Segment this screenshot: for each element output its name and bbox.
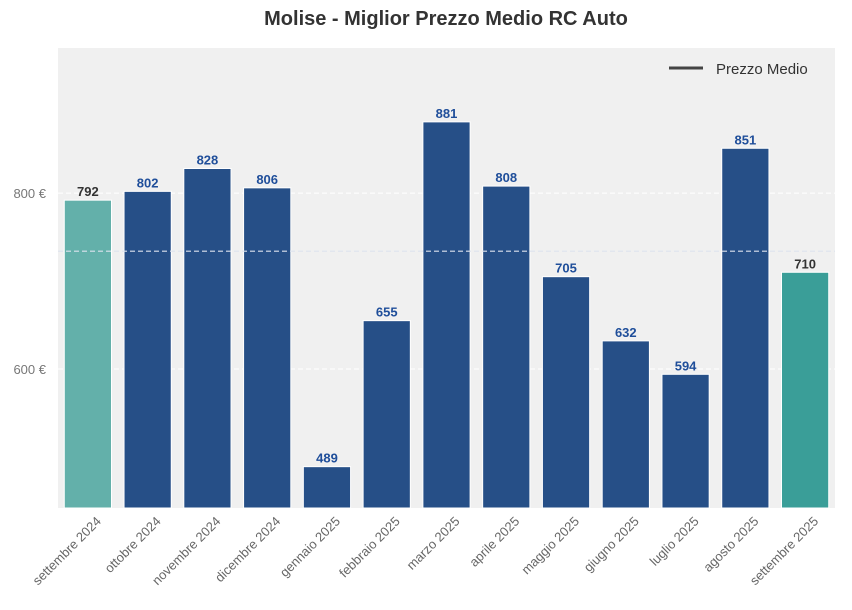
bar-value-label: 828 (197, 152, 219, 167)
x-tick-label: marzo 2025 (403, 514, 462, 573)
bar (422, 121, 471, 509)
bar-value-label: 881 (436, 106, 458, 121)
bar (482, 185, 531, 509)
x-tick-label: agosto 2025 (700, 514, 761, 575)
x-tick-label: luglio 2025 (647, 514, 702, 569)
x-tick-label: ottobre 2024 (102, 514, 164, 576)
bar-value-label: 710 (794, 256, 816, 271)
bar (661, 373, 710, 509)
bar-value-label: 632 (615, 325, 637, 340)
bar (541, 276, 591, 509)
bar-value-label: 594 (675, 358, 697, 373)
bar (63, 199, 112, 509)
bar (781, 271, 830, 509)
y-tick-label: 800 € (13, 186, 46, 201)
bar-value-label: 705 (555, 261, 577, 276)
bar-value-label: 808 (495, 170, 517, 185)
bar (721, 147, 770, 509)
bar-value-label: 851 (734, 132, 756, 147)
y-tick-label: 600 € (13, 362, 46, 377)
chart-title: Molise - Miglior Prezzo Medio RC Auto (264, 8, 628, 30)
x-tick-label: giugno 2025 (581, 514, 642, 575)
x-tick-label: gennaio 2025 (277, 514, 343, 580)
x-tick-label: febbraio 2025 (336, 514, 403, 581)
x-tick-label: maggio 2025 (518, 514, 582, 578)
bar (601, 340, 650, 509)
bar-value-label: 792 (77, 184, 99, 199)
x-tick-label: aprile 2025 (466, 514, 522, 570)
bar-value-label: 806 (256, 172, 278, 187)
bar-value-label: 655 (376, 305, 398, 320)
bar (123, 190, 172, 509)
bar (183, 167, 232, 509)
x-tick-label: settembre 2024 (30, 514, 104, 588)
legend-label: Prezzo Medio (716, 61, 808, 78)
bar-value-label: 489 (316, 451, 338, 466)
bar (302, 466, 352, 509)
bar (243, 187, 292, 509)
bar-value-label: 802 (137, 175, 159, 190)
legend: Prezzo Medio (669, 61, 808, 78)
bar (362, 320, 411, 509)
